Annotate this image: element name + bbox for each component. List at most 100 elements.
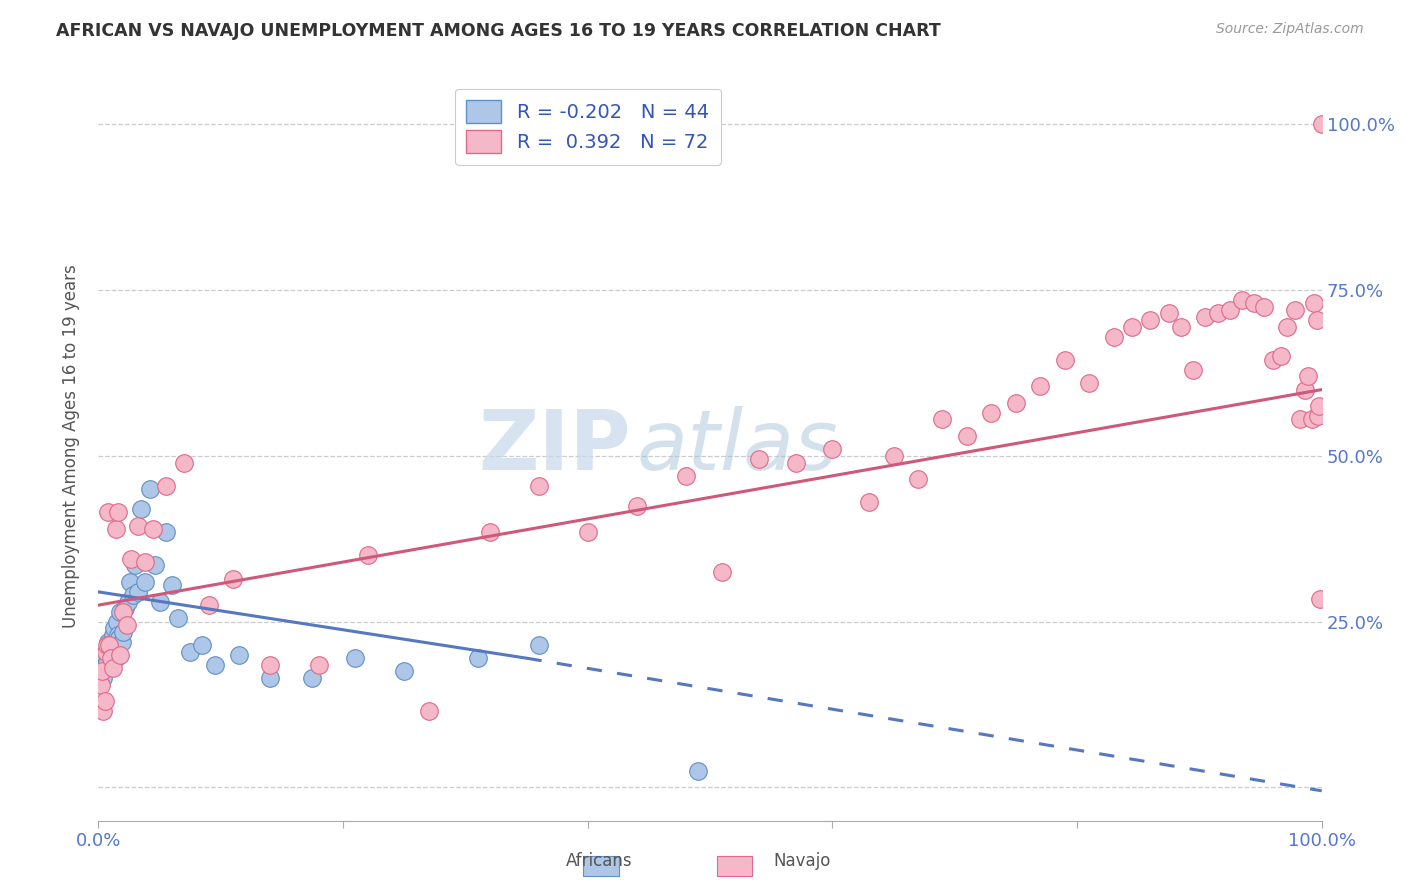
Point (191, 638, 214, 652)
Text: atlas: atlas (637, 406, 838, 486)
Point (356, 549, 378, 563)
Point (956, 429, 979, 443)
Point (104, 651, 127, 665)
Point (97, 634, 120, 648)
Point (259, 657, 281, 672)
Point (111, 634, 134, 648)
Point (686, 764, 709, 778)
Point (527, 638, 550, 652)
Point (259, 671, 281, 685)
Point (228, 648, 250, 662)
Point (1194, 310, 1216, 324)
Point (301, 671, 323, 685)
Point (97, 505, 120, 519)
Point (467, 651, 489, 665)
Point (478, 525, 501, 540)
Point (1219, 303, 1241, 318)
Point (1309, 591, 1331, 606)
Point (1303, 296, 1326, 310)
Point (1170, 319, 1192, 334)
Point (1004, 396, 1026, 410)
Point (179, 644, 201, 658)
Y-axis label: Unemployment Among Ages 16 to 19 years: Unemployment Among Ages 16 to 19 years (62, 264, 80, 628)
Point (107, 628, 129, 642)
Point (1310, 117, 1333, 131)
Point (1301, 412, 1323, 426)
Point (105, 615, 128, 629)
Point (117, 595, 139, 609)
Point (222, 572, 245, 586)
Point (1029, 379, 1052, 393)
Point (626, 499, 648, 513)
Point (94, 657, 117, 672)
Point (101, 628, 124, 642)
Point (1277, 319, 1299, 334)
Point (139, 482, 162, 496)
Point (108, 632, 131, 646)
Point (110, 648, 132, 662)
Point (197, 598, 219, 612)
Point (90, 678, 112, 692)
Point (94, 644, 117, 658)
Point (103, 621, 125, 635)
Point (90, 665, 112, 679)
Text: Africans: Africans (567, 852, 633, 870)
Point (1078, 376, 1101, 390)
Point (1296, 369, 1319, 384)
Point (1288, 412, 1310, 426)
Point (127, 518, 149, 533)
Point (344, 651, 367, 665)
Point (907, 472, 929, 486)
Point (1102, 329, 1125, 343)
Point (1121, 319, 1143, 334)
Point (1308, 399, 1330, 413)
Point (821, 442, 844, 457)
Point (1243, 296, 1265, 310)
Point (392, 665, 416, 679)
Point (980, 406, 1002, 420)
Point (160, 578, 183, 592)
Point (110, 605, 132, 619)
Point (120, 574, 142, 589)
Point (114, 601, 136, 615)
Point (104, 522, 127, 536)
Point (418, 704, 440, 718)
Point (155, 479, 177, 493)
Point (98, 641, 121, 656)
Text: Source: ZipAtlas.com: Source: ZipAtlas.com (1216, 22, 1364, 37)
Point (100, 651, 122, 665)
Point (785, 456, 807, 470)
Point (91, 651, 114, 665)
Point (101, 644, 124, 658)
Point (96, 655, 118, 669)
Point (1306, 409, 1329, 424)
Point (675, 468, 697, 483)
Text: ZIP: ZIP (478, 406, 630, 486)
Point (1306, 313, 1329, 327)
Point (134, 555, 156, 569)
Point (1157, 306, 1180, 320)
Point (527, 479, 550, 493)
Point (1139, 313, 1161, 327)
Point (1284, 303, 1306, 318)
Point (100, 638, 122, 652)
Point (96, 638, 118, 652)
Point (204, 657, 226, 672)
Point (858, 495, 880, 509)
Point (1270, 350, 1292, 364)
Point (1294, 383, 1316, 397)
Point (127, 585, 149, 599)
Point (576, 525, 599, 540)
Point (142, 522, 165, 536)
Point (124, 558, 146, 573)
Point (93, 694, 115, 708)
Point (111, 605, 134, 619)
Point (173, 456, 195, 470)
Legend: R = -0.202   N = 44, R =  0.392   N = 72: R = -0.202 N = 44, R = 0.392 N = 72 (454, 88, 721, 165)
Point (129, 502, 152, 516)
Point (134, 574, 156, 589)
Point (91, 671, 114, 685)
Point (91, 704, 114, 718)
Point (1182, 363, 1205, 377)
Point (107, 505, 129, 519)
